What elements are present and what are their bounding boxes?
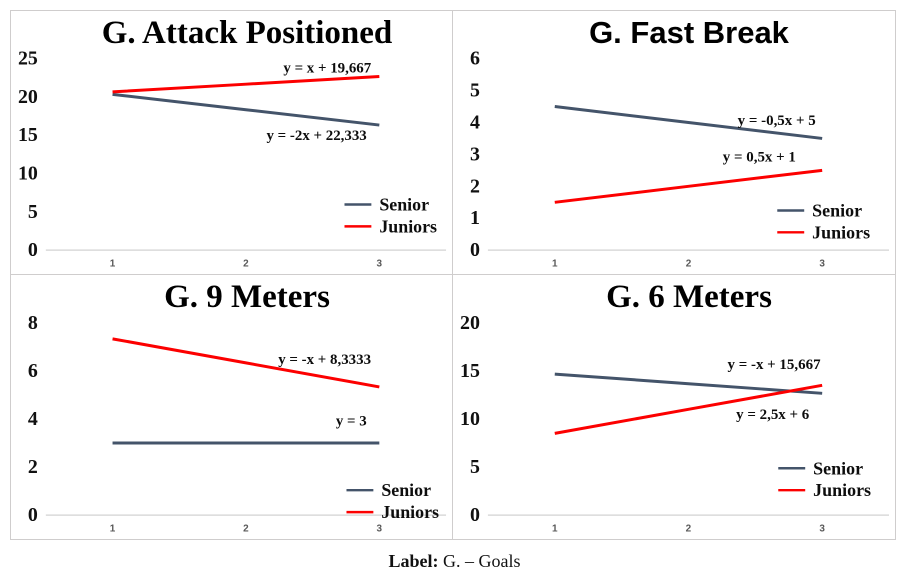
caption-text: G. – Goals	[443, 551, 521, 571]
y-tick-label: 6	[28, 360, 38, 382]
x-tick-label: 1	[110, 524, 116, 535]
legend-label-senior: Senior	[381, 480, 431, 500]
y-tick-label: 15	[18, 124, 38, 146]
x-tick-label: 3	[377, 259, 383, 270]
y-tick-label: 2	[28, 456, 38, 478]
y-tick-label: 3	[470, 143, 480, 165]
chart-panel-9-meters: 0 2 4 6 8 1 2 3 y = 3 y = -x + 8,3333 Senior Junior…	[11, 275, 453, 539]
y-tick-label: 4	[470, 112, 480, 134]
figure-caption: Label: G. – Goals	[0, 551, 909, 572]
chart-title: G. Attack Positioned	[101, 15, 393, 51]
chart-title: G. 9 Meters	[164, 279, 330, 315]
equation-label-senior: y = 3	[336, 413, 367, 429]
series-line-juniors	[554, 168, 823, 204]
x-tick-label: 2	[686, 259, 692, 270]
x-tick-label: 3	[819, 524, 825, 535]
y-tick-label: 0	[28, 239, 38, 261]
equation-label-senior: y = -2x + 22,333	[267, 128, 367, 144]
equation-label-juniors: y = x + 19,667	[283, 61, 371, 77]
y-tick-label: 8	[28, 312, 38, 334]
legend-label-juniors: Juniors	[812, 222, 870, 242]
series-line-senior	[554, 372, 823, 395]
series-line-senior	[112, 92, 380, 127]
charts-grid: 0 5 10 15 20 25 1 2 3 y = -2x + 22,333 y = x + 19,…	[10, 10, 896, 540]
chart-panel-attack-positioned: 0 5 10 15 20 25 1 2 3 y = -2x + 22,333 y = x + 19,…	[11, 11, 453, 275]
y-tick-label: 5	[470, 456, 480, 478]
line-plot: 0 2 4 6 8 1 2 3 y = 3 y = -x + 8,3333 SeniorJunior…	[28, 312, 447, 535]
legend-label-senior: Senior	[379, 195, 429, 215]
chart-panel-6-meters: 0 5 10 15 20 1 2 3 y = -x + 15,667 y = 2,5x + 6 Se…	[453, 275, 895, 539]
y-tick-label: 0	[28, 504, 38, 526]
x-tick-label: 1	[110, 259, 116, 270]
legend-label-juniors: Juniors	[379, 216, 437, 236]
x-tick-label: 2	[686, 524, 692, 535]
y-tick-label: 20	[460, 312, 480, 334]
y-tick-label: 15	[460, 360, 480, 382]
x-tick-label: 1	[552, 524, 558, 535]
equation-label-juniors: y = 0,5x + 1	[723, 150, 796, 166]
caption-label: Label:	[388, 551, 439, 571]
series-line-senior	[554, 105, 823, 140]
equation-label-juniors: y = -x + 8,3333	[278, 352, 371, 368]
chart-panel-fast-break: 0 1 2 3 4 5 6 1 2 3 y = -0,5x + 5 y = 0,5x + 1 Senio…	[453, 11, 895, 275]
line-plot: 0 5 10 15 20 1 2 3 y = -x + 15,667 y = 2,5x + 6 Se…	[460, 312, 890, 535]
equation-label-senior: y = -x + 15,667	[728, 357, 822, 373]
legend-label-senior: Senior	[813, 458, 863, 478]
y-tick-label: 25	[18, 48, 38, 70]
x-tick-label: 3	[377, 524, 383, 535]
line-plot: 0 5 10 15 20 25 1 2 3 y = -2x + 22,333 y = x + 19,…	[18, 48, 447, 270]
x-tick-label: 2	[243, 524, 249, 535]
y-tick-label: 5	[470, 80, 480, 102]
legend-label-juniors: Juniors	[381, 502, 439, 522]
series-line-juniors	[554, 383, 823, 435]
equation-label-senior: y = -0,5x + 5	[738, 113, 816, 129]
legend-label-senior: Senior	[812, 201, 862, 221]
y-tick-label: 4	[28, 408, 38, 430]
y-tick-label: 10	[460, 408, 480, 430]
y-tick-label: 20	[18, 86, 38, 108]
x-tick-label: 1	[552, 259, 558, 270]
line-plot: 0 1 2 3 4 5 6 1 2 3 y = -0,5x + 5 y = 0,5x + 1 Senio…	[470, 48, 890, 270]
y-tick-label: 0	[470, 239, 480, 261]
chart-title: G. Fast Break	[589, 15, 789, 50]
y-tick-label: 1	[470, 207, 480, 229]
chart-title: G. 6 Meters	[606, 279, 772, 315]
x-tick-label: 3	[819, 259, 825, 270]
x-tick-label: 2	[243, 259, 249, 270]
y-tick-label: 0	[470, 504, 480, 526]
y-tick-label: 5	[28, 201, 38, 223]
y-tick-label: 10	[18, 163, 38, 185]
y-tick-label: 2	[470, 175, 480, 197]
series-line-juniors	[112, 75, 380, 94]
y-tick-label: 6	[470, 48, 480, 70]
equation-label-juniors: y = 2,5x + 6	[736, 407, 810, 423]
series-line-juniors	[112, 337, 380, 389]
legend-label-juniors: Juniors	[813, 480, 871, 500]
